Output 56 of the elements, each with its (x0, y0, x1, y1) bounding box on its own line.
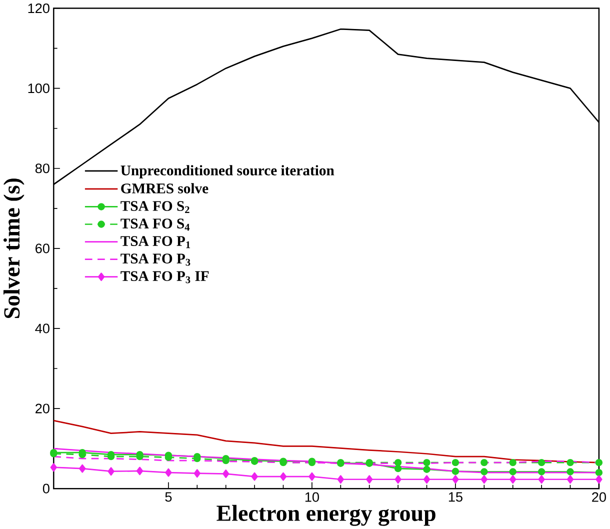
point (566, 474, 574, 484)
point (509, 458, 516, 466)
point (510, 474, 516, 484)
point (222, 469, 230, 478)
point (108, 466, 114, 476)
y-tick-label: 40 (35, 323, 50, 334)
point (394, 474, 402, 484)
point (136, 466, 144, 476)
y-tick-label: 120 (28, 3, 50, 13)
point (194, 468, 200, 478)
point (452, 474, 459, 484)
legend-label: TSA FO P$_{3}$ (120, 254, 190, 266)
legend-label: Unpreconditioned source iteration (120, 164, 334, 178)
legend-label: TSA FO S$_{4}$ (120, 218, 190, 230)
point (595, 458, 603, 466)
x-tick-label: 15 (448, 492, 462, 502)
x-axis-title: Electron energy group (216, 504, 436, 526)
y-tick-label: 60 (36, 243, 50, 254)
point (50, 462, 57, 472)
point (452, 468, 460, 475)
point (480, 474, 488, 484)
x-tick-label: 5 (165, 492, 172, 502)
x-tick-label: 20 (592, 492, 606, 502)
point (480, 468, 488, 476)
point (308, 472, 316, 481)
point (566, 458, 574, 466)
point (423, 466, 430, 473)
point (394, 458, 402, 466)
y-tick-label: 0 (42, 484, 50, 494)
y-tick-label: 20 (36, 404, 50, 414)
point (280, 472, 287, 481)
point (566, 468, 574, 476)
point (79, 464, 86, 473)
point (251, 472, 258, 481)
legend-label: TSA FO P$_{3}$ IF (120, 271, 209, 284)
point (423, 474, 430, 484)
legend-label: TSA FO S$_{2}$ (120, 200, 190, 213)
point (452, 458, 460, 466)
point (480, 458, 488, 466)
point (596, 474, 602, 484)
y-tick-label: 100 (28, 83, 50, 93)
point (538, 458, 546, 466)
point (366, 474, 373, 484)
legend-label: TSA FO P$_{1}$ (120, 236, 190, 248)
point (165, 468, 172, 477)
x-tick-label: 10 (305, 492, 319, 502)
y-tick-label: 80 (35, 163, 50, 174)
point (394, 464, 402, 472)
y-axis-title: Solver time (s) (3, 178, 24, 318)
point (595, 468, 603, 476)
legend-label: GMRES solve (121, 182, 208, 194)
point (538, 474, 545, 484)
point (509, 468, 516, 476)
point (538, 468, 546, 476)
point (337, 474, 344, 484)
point (423, 458, 430, 466)
